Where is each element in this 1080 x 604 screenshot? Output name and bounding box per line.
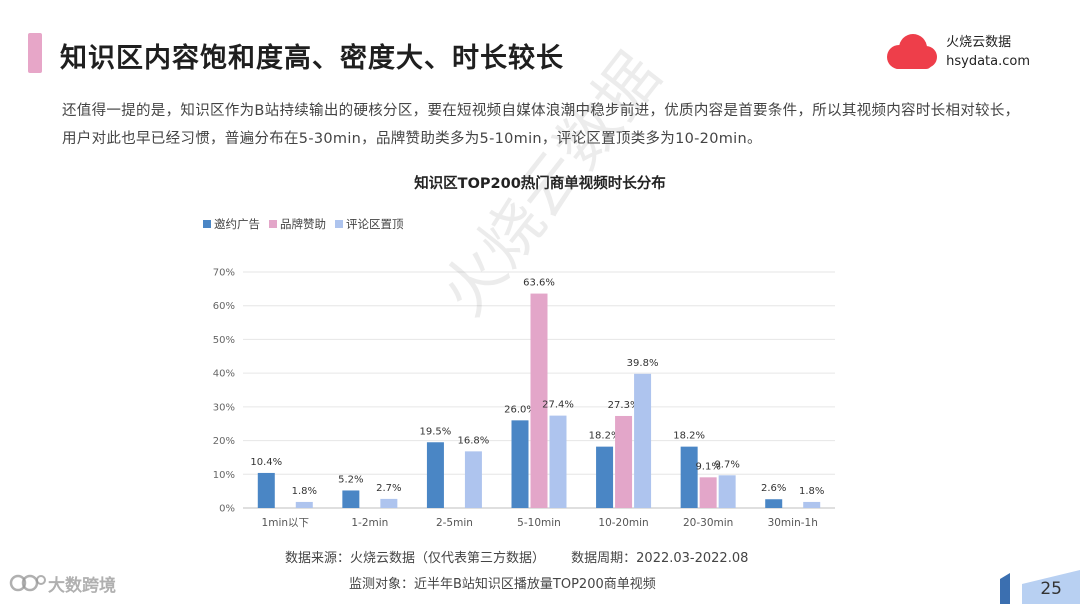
bar	[699, 477, 717, 508]
bar	[257, 472, 275, 508]
chain-logo-icon	[9, 574, 46, 592]
y-tick-label: 10%	[213, 470, 235, 481]
legend-label: 品牌赞助	[280, 217, 326, 231]
intro-paragraph: 还值得一提的是，知识区作为B站持续输出的硬核分区，要在短视频自媒体浪潮中稳步前进…	[62, 103, 1020, 147]
data-source-line: 数据来源：火烧云数据（仅代表第三方数据） 数据周期：2022.03-2022.0…	[285, 547, 748, 566]
title-accent-bar	[28, 33, 42, 73]
y-tick-label: 0%	[219, 504, 235, 515]
corner-logo-text: 大数跨境	[48, 575, 116, 596]
chart-legend: 邀约广告 品牌赞助 评论区置顶	[203, 216, 404, 232]
data-label: 27.4%	[542, 400, 574, 411]
x-tick-label: 20-30min	[683, 517, 733, 529]
data-label: 39.8%	[627, 358, 659, 369]
y-tick-label: 60%	[213, 301, 235, 312]
data-period: 数据周期：2022.03-2022.08	[571, 551, 749, 566]
data-label: 5.2%	[338, 474, 363, 485]
y-tick-label: 50%	[213, 335, 235, 346]
data-label: 26.0%	[504, 404, 536, 415]
legend-item-brand-sponsor: 品牌赞助	[269, 216, 326, 232]
x-tick-label: 30min-1h	[768, 517, 818, 529]
data-label: 16.8%	[458, 435, 490, 446]
cloud-logo-icon	[887, 34, 938, 69]
bar	[765, 499, 783, 508]
data-label: 18.2%	[589, 431, 621, 442]
y-tick-label: 20%	[213, 436, 235, 447]
legend-item-pinned-comment: 评论区置顶	[335, 216, 404, 232]
bar	[380, 498, 398, 508]
x-tick-label: 1min以下	[262, 517, 309, 529]
y-tick-label: 70%	[213, 268, 235, 279]
data-source: 数据来源：火烧云数据（仅代表第三方数据）	[285, 551, 546, 566]
page-title: 知识区内容饱和度高、密度大、时长较长	[60, 43, 564, 74]
bar	[615, 415, 633, 508]
data-label: 19.5%	[420, 426, 452, 437]
chart-title: 知识区TOP200热门商单视频时长分布	[414, 176, 666, 192]
data-label: 2.7%	[376, 483, 401, 494]
brand-url: hsydata.com	[946, 54, 1030, 69]
data-label: 1.8%	[799, 486, 824, 497]
bar	[680, 446, 698, 508]
legend-swatch	[269, 220, 277, 228]
data-label: 10.4%	[250, 457, 282, 468]
x-tick-label: 1-2min	[351, 517, 388, 529]
legend-label: 邀约广告	[214, 217, 260, 231]
data-label: 9.1%	[695, 461, 720, 472]
data-label: 1.8%	[292, 486, 317, 497]
bar	[342, 490, 360, 508]
y-tick-label: 30%	[213, 402, 235, 413]
corner-logo: 大数跨境	[8, 570, 116, 596]
bar	[426, 442, 444, 508]
monitor-object: 监测对象：近半年B站知识区播放量TOP200商单视频	[349, 577, 656, 592]
data-label: 63.6%	[523, 278, 555, 289]
bar	[549, 415, 567, 508]
y-tick-label: 40%	[213, 369, 235, 380]
bar	[464, 451, 482, 508]
x-tick-label: 2-5min	[436, 517, 473, 529]
page-number: 25	[1040, 579, 1062, 599]
bar	[803, 501, 821, 508]
legend-item-invite-ad: 邀约广告	[203, 216, 260, 232]
legend-swatch	[203, 220, 211, 228]
x-tick-label: 10-20min	[598, 517, 648, 529]
bar	[511, 420, 529, 508]
data-label: 9.7%	[714, 459, 739, 470]
bar	[530, 293, 548, 508]
bar	[596, 446, 614, 508]
data-label: 27.3%	[608, 400, 640, 411]
brand-logo: 火烧云数据 hsydata.com	[882, 32, 1030, 72]
bar	[295, 501, 313, 508]
bar	[718, 475, 736, 508]
legend-label: 评论区置顶	[346, 217, 404, 231]
data-label: 18.2%	[673, 431, 705, 442]
x-tick-label: 5-10min	[517, 517, 561, 529]
legend-swatch	[335, 220, 343, 228]
data-label: 2.6%	[761, 483, 786, 494]
bar	[634, 373, 652, 508]
brand-name: 火烧云数据	[946, 35, 1012, 50]
page-corner-shape	[1000, 570, 1080, 604]
